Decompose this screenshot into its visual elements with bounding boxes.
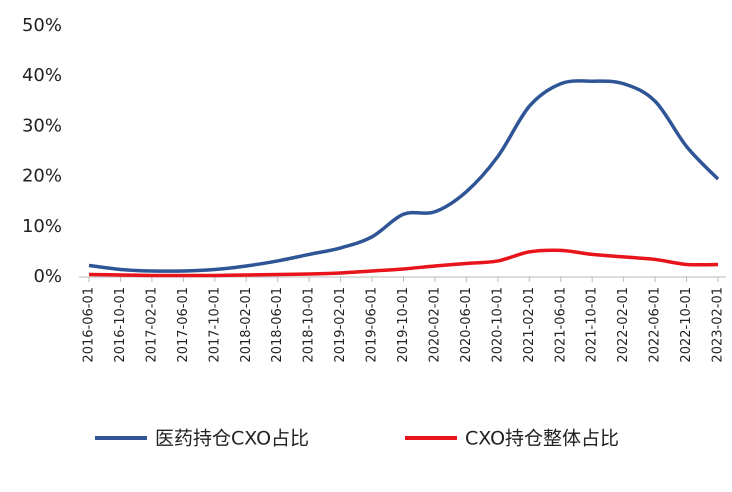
x-tick-label: 2018-02-01 — [239, 287, 254, 363]
x-tick-label: 2018-10-01 — [302, 287, 317, 363]
x-tick-label: 2016-10-01 — [113, 287, 128, 363]
y-tick-label: 30% — [22, 115, 62, 136]
x-tick-label: 2021-10-01 — [585, 287, 600, 363]
x-tick-label: 2023-02-01 — [711, 287, 726, 363]
x-tick-label: 2016-06-01 — [82, 287, 97, 363]
y-tick-label: 20% — [22, 166, 62, 187]
x-tick-label: 2020-06-01 — [459, 287, 474, 363]
x-tick-label: 2021-02-01 — [522, 287, 537, 363]
x-tick-label: 2018-06-01 — [270, 287, 285, 363]
x-tick-label: 2017-06-01 — [176, 287, 191, 363]
x-tick-label: 2020-02-01 — [427, 287, 442, 363]
x-tick-label: 2020-10-01 — [490, 287, 505, 363]
legend-label: 医药持仓CXO占比 — [155, 428, 309, 450]
y-tick-label: 50% — [22, 15, 62, 36]
y-tick-label: 0% — [33, 266, 62, 287]
series-line — [88, 79, 720, 273]
x-tick-label: 2017-10-01 — [207, 287, 222, 363]
x-tick-label: 2021-06-01 — [553, 287, 568, 363]
x-tick-label: 2022-06-01 — [648, 287, 663, 363]
x-tick-label: 2022-10-01 — [679, 287, 694, 363]
x-tick-label: 2019-10-01 — [396, 287, 411, 363]
x-tick-label: 2019-06-01 — [365, 287, 380, 363]
legend-label: CXO持仓整体占比 — [465, 428, 619, 450]
x-tick-label: 2017-02-01 — [144, 287, 159, 363]
y-tick-label: 10% — [22, 216, 62, 237]
y-tick-label: 40% — [22, 65, 62, 86]
x-tick-label: 2019-02-01 — [333, 287, 348, 363]
x-tick-label: 2022-02-01 — [616, 287, 631, 363]
series-line — [88, 248, 719, 278]
